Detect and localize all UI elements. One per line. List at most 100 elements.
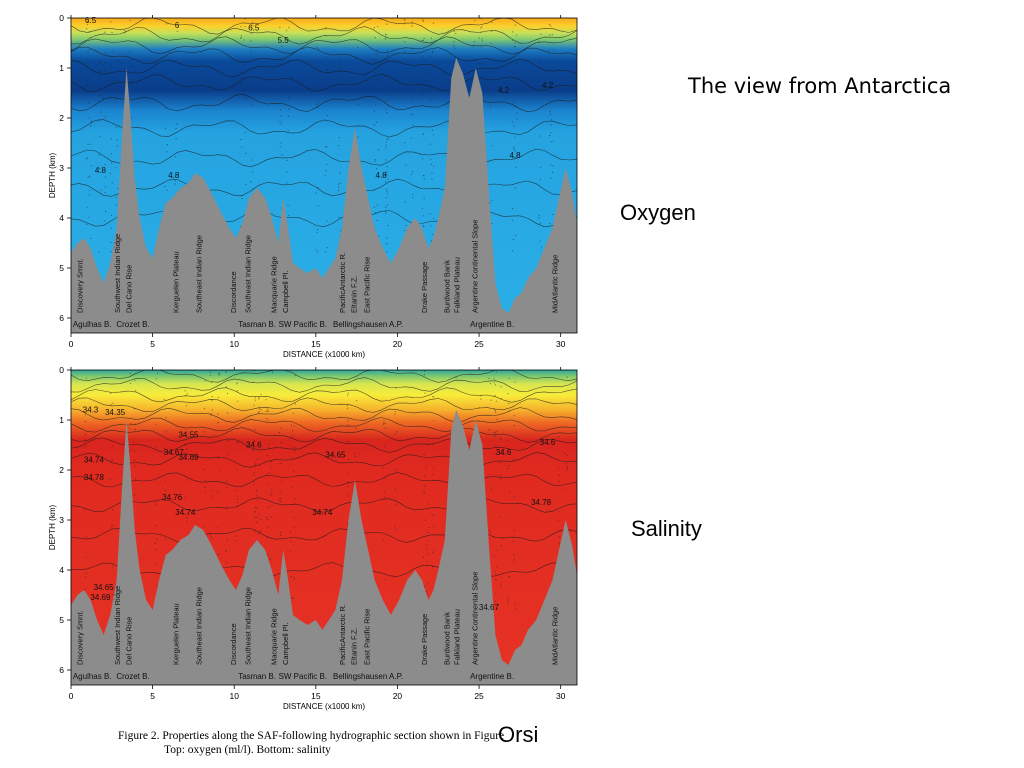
topography-label: Macquarie Ridge [270,256,279,313]
basin-label: Tasman B. [238,672,276,681]
topography-label: Macquarie Ridge [270,608,279,665]
topography-label: Argentine Continental Slope [470,220,479,313]
basin-label: Tasman B. [238,320,276,329]
contour-label: 34.74 [175,508,196,517]
y-tick-label: 5 [59,615,64,625]
topography-label: Kerguelen Plateau [172,251,181,313]
topography-label: Southwest Indian Ridge [113,234,122,313]
contour-label: 4.2 [542,81,554,90]
x-tick-label: 0 [69,339,74,349]
contour-label: 34.78 [531,498,552,507]
x-axis-label: DISTANCE (x1000 km) [283,702,365,711]
caption-line-2: Top: oxygen (ml/l). Bottom: salinity [164,744,331,756]
x-tick-label: 10 [229,339,239,349]
topography-label: Campbell Pl. [281,270,290,313]
author-name: Orsi [498,722,539,747]
y-tick-label: 6 [59,665,64,675]
x-tick-label: 20 [393,691,403,701]
contour-label: 6.5 [248,24,260,33]
oxygen-section-chart: 6.5 6 6.5 5.5 4.8 4.8 4.8 4.2 4.2 4.8 Discovery Sm… [48,13,578,359]
y-tick-label: 1 [59,415,64,425]
figure-caption: Figure 2. Properties along the SAF-follo… [118,729,538,757]
y-tick-label: 3 [59,163,64,173]
contour-label: 34.69 [178,453,199,462]
slide-title: The view from Antarctica [688,74,952,98]
topography-label: Southwest Indian Ridge [113,586,122,665]
salinity-label: Salinity [631,516,702,541]
x-tick-label: 5 [150,691,155,701]
topography-label: Kerguelen Plateau [172,603,181,665]
y-tick-label: 2 [59,465,64,475]
topography-label: Del Cano Rise [124,265,133,313]
contour-label: 34.74 [312,508,333,517]
topography-label: East Pacific Rise [363,609,372,665]
basin-label: Agulhas B. [73,320,112,329]
x-tick-label: 25 [474,339,484,349]
contour-label: 34.69 [90,593,111,602]
topography-label: PacificAntarctic R. [338,252,347,313]
y-tick-label: 4 [59,565,64,575]
y-tick-label: 0 [59,365,64,375]
contour-label: 34.55 [178,431,199,440]
x-tick-label: 25 [474,691,484,701]
contour-label: 6 [175,21,180,30]
contour-label: 4.8 [95,166,107,175]
basin-label: Crozet B. [116,320,149,329]
topography-label: Eltanin F.Z. [350,627,359,665]
topography-label: Campbell Pl. [281,622,290,665]
x-tick-label: 0 [69,691,74,701]
contour-label: 4.2 [498,86,510,95]
contour-label: 34.3 [83,406,99,415]
topography-label: Southeast Indian Ridge [244,235,253,313]
x-tick-label: 15 [311,691,321,701]
y-tick-label: 3 [59,515,64,525]
contour-label: 34.65 [325,451,346,460]
y-tick-label: 4 [59,213,64,223]
basin-label: Agulhas B. [73,672,112,681]
y-tick-label: 6 [59,313,64,323]
bathymetry [71,410,577,685]
basin-label: Argentine B. [470,320,514,329]
topography-label: PacificAntarctic R. [338,604,347,665]
topography-label: Falkland Plateau [453,609,462,665]
topography-label: Discordance [229,271,238,313]
contour-label: 5.5 [278,36,290,45]
contour-lines [70,369,578,578]
x-tick-label: 30 [556,339,566,349]
topography-label: Drake Passage [420,262,429,313]
y-tick-label: 1 [59,63,64,73]
topography-label: Del Cano Rise [124,617,133,665]
contour-label: 34.67 [164,448,185,457]
contour-label: 34.78 [84,473,105,482]
topography-label: Southeast Indian Ridge [195,587,204,665]
plot-frame [70,369,578,686]
topography-label: Discordance [229,623,238,665]
topography-label: Falkland Plateau [453,257,462,313]
x-tick-label: 10 [229,691,239,701]
bathymetry [71,58,577,333]
contour-label: 4.8 [168,171,180,180]
y-axis-label: DEPTH (km) [48,505,57,551]
topography-label: Southeast Indian Ridge [195,235,204,313]
basin-label: Argentine B. [470,672,514,681]
topography-label: Argentine Continental Slope [470,572,479,665]
contour-label: 34.35 [105,408,126,417]
contour-label: 6.5 [85,16,97,25]
topography-label: Drake Passage [420,614,429,665]
contour-label: 4.8 [509,151,521,160]
contour-label: 34.74 [84,456,105,465]
basin-label: SW Pacific B. [279,672,327,681]
topography-label: Southeast Indian Ridge [244,587,253,665]
topography-label: Burdwood Bank [443,260,452,313]
y-axis-label: DEPTH (km) [48,153,57,199]
basin-label: Crozet B. [116,672,149,681]
contour-label: 34.6 [496,448,512,457]
y-tick-label: 5 [59,263,64,273]
y-tick-label: 2 [59,113,64,123]
contour-label: 34.6 [540,438,556,447]
topography-label: Discovery Smnt. [75,258,84,313]
contour-label: 4.8 [376,171,388,180]
oxygen-label: Oxygen [620,200,696,225]
x-tick-label: 30 [556,691,566,701]
topography-label: Burdwood Bank [443,612,452,665]
